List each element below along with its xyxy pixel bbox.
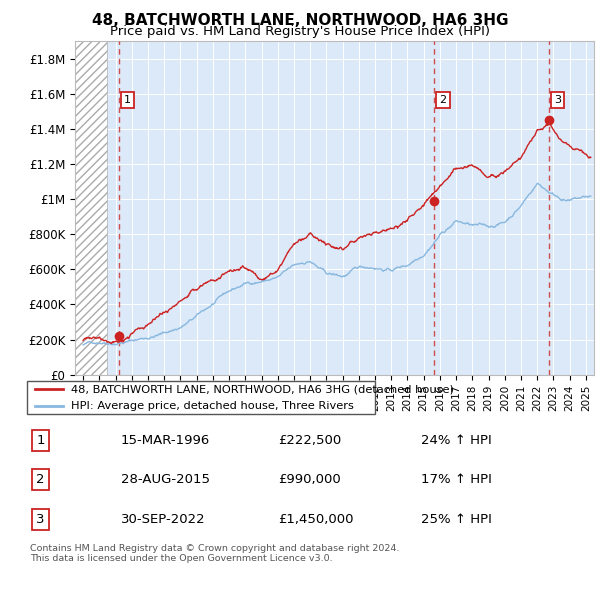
Text: £1,450,000: £1,450,000: [278, 513, 353, 526]
Text: 2: 2: [37, 473, 45, 486]
Text: 15-MAR-1996: 15-MAR-1996: [121, 434, 210, 447]
Text: Contains HM Land Registry data © Crown copyright and database right 2024.
This d: Contains HM Land Registry data © Crown c…: [30, 544, 400, 563]
Bar: [75, 41, 107, 375]
FancyBboxPatch shape: [27, 381, 374, 415]
Text: 28-AUG-2015: 28-AUG-2015: [121, 473, 209, 486]
Text: 25% ↑ HPI: 25% ↑ HPI: [421, 513, 493, 526]
Text: £990,000: £990,000: [278, 473, 341, 486]
Text: £222,500: £222,500: [278, 434, 341, 447]
Text: 48, BATCHWORTH LANE, NORTHWOOD, HA6 3HG: 48, BATCHWORTH LANE, NORTHWOOD, HA6 3HG: [92, 13, 508, 28]
Text: 3: 3: [37, 513, 45, 526]
Text: 1: 1: [37, 434, 45, 447]
Text: 2: 2: [439, 95, 446, 105]
Text: 30-SEP-2022: 30-SEP-2022: [121, 513, 205, 526]
Text: 3: 3: [554, 95, 561, 105]
Text: Price paid vs. HM Land Registry's House Price Index (HPI): Price paid vs. HM Land Registry's House …: [110, 25, 490, 38]
Bar: [75, 41, 107, 375]
Text: 48, BATCHWORTH LANE, NORTHWOOD, HA6 3HG (detached house): 48, BATCHWORTH LANE, NORTHWOOD, HA6 3HG …: [71, 384, 454, 394]
Text: 24% ↑ HPI: 24% ↑ HPI: [421, 434, 492, 447]
Text: 17% ↑ HPI: 17% ↑ HPI: [421, 473, 493, 486]
Text: 1: 1: [124, 95, 131, 105]
Text: HPI: Average price, detached house, Three Rivers: HPI: Average price, detached house, Thre…: [71, 401, 354, 411]
